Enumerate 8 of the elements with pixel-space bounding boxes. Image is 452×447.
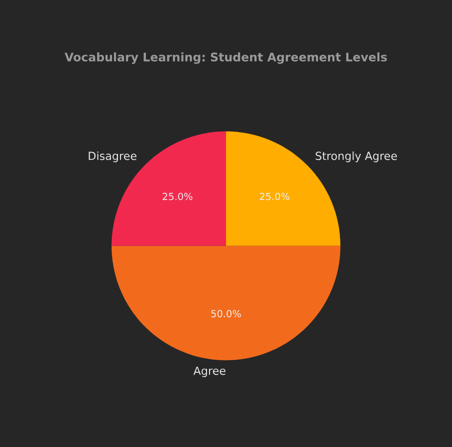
chart-title: Vocabulary Learning: Student Agreement Levels: [64, 52, 387, 64]
slice-label: Agree: [193, 366, 226, 378]
data-label: 50.0%: [211, 310, 241, 318]
pie-slice: [112, 246, 340, 360]
slice-label: Strongly Agree: [316, 151, 397, 162]
slice-label: Disagree: [88, 151, 136, 162]
data-label: 25.0%: [260, 192, 290, 200]
data-label: 25.0%: [162, 192, 192, 200]
